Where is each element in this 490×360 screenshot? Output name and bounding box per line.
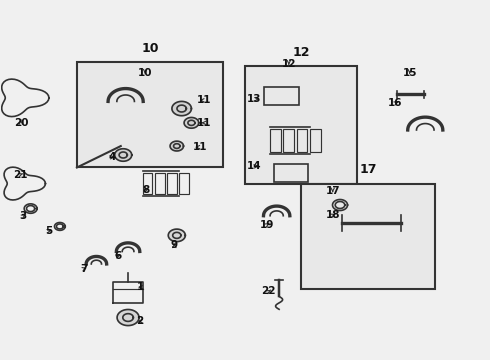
Text: 11: 11 <box>193 142 207 152</box>
Text: 21: 21 <box>13 170 27 180</box>
Text: 12: 12 <box>292 46 310 59</box>
Bar <box>167 173 177 194</box>
Text: 11: 11 <box>197 95 212 105</box>
Bar <box>283 129 294 153</box>
Text: 14: 14 <box>247 161 262 171</box>
Text: 6: 6 <box>115 251 122 261</box>
Text: 11: 11 <box>197 118 212 128</box>
Bar <box>310 129 321 153</box>
Polygon shape <box>184 117 199 128</box>
Polygon shape <box>168 229 185 242</box>
Polygon shape <box>117 310 139 325</box>
Bar <box>179 173 189 194</box>
FancyBboxPatch shape <box>301 184 435 289</box>
Text: 7: 7 <box>80 264 88 274</box>
Text: 12: 12 <box>282 59 296 69</box>
Bar <box>274 164 308 182</box>
Text: 8: 8 <box>142 185 149 195</box>
FancyBboxPatch shape <box>245 66 357 184</box>
Text: 1: 1 <box>137 282 144 292</box>
Polygon shape <box>172 102 192 116</box>
Text: 16: 16 <box>388 98 402 108</box>
Text: 19: 19 <box>260 220 274 230</box>
Polygon shape <box>170 141 183 151</box>
Text: 13: 13 <box>247 94 262 104</box>
Bar <box>265 87 298 105</box>
Bar <box>155 173 165 194</box>
Text: 2: 2 <box>137 316 144 326</box>
Bar <box>270 129 281 153</box>
Text: 22: 22 <box>261 287 276 296</box>
Polygon shape <box>115 149 132 161</box>
FancyBboxPatch shape <box>77 62 223 167</box>
Bar <box>143 173 152 194</box>
Bar <box>296 129 307 153</box>
Text: 18: 18 <box>325 210 340 220</box>
Text: 3: 3 <box>20 211 27 221</box>
Text: 10: 10 <box>141 42 159 55</box>
Text: 17: 17 <box>359 163 377 176</box>
Text: 9: 9 <box>171 240 178 250</box>
Text: 10: 10 <box>138 68 152 78</box>
Text: 4: 4 <box>109 152 116 162</box>
Text: 5: 5 <box>46 226 53 236</box>
Text: 15: 15 <box>402 68 417 78</box>
Text: 20: 20 <box>14 118 28 128</box>
Text: 17: 17 <box>325 186 340 197</box>
